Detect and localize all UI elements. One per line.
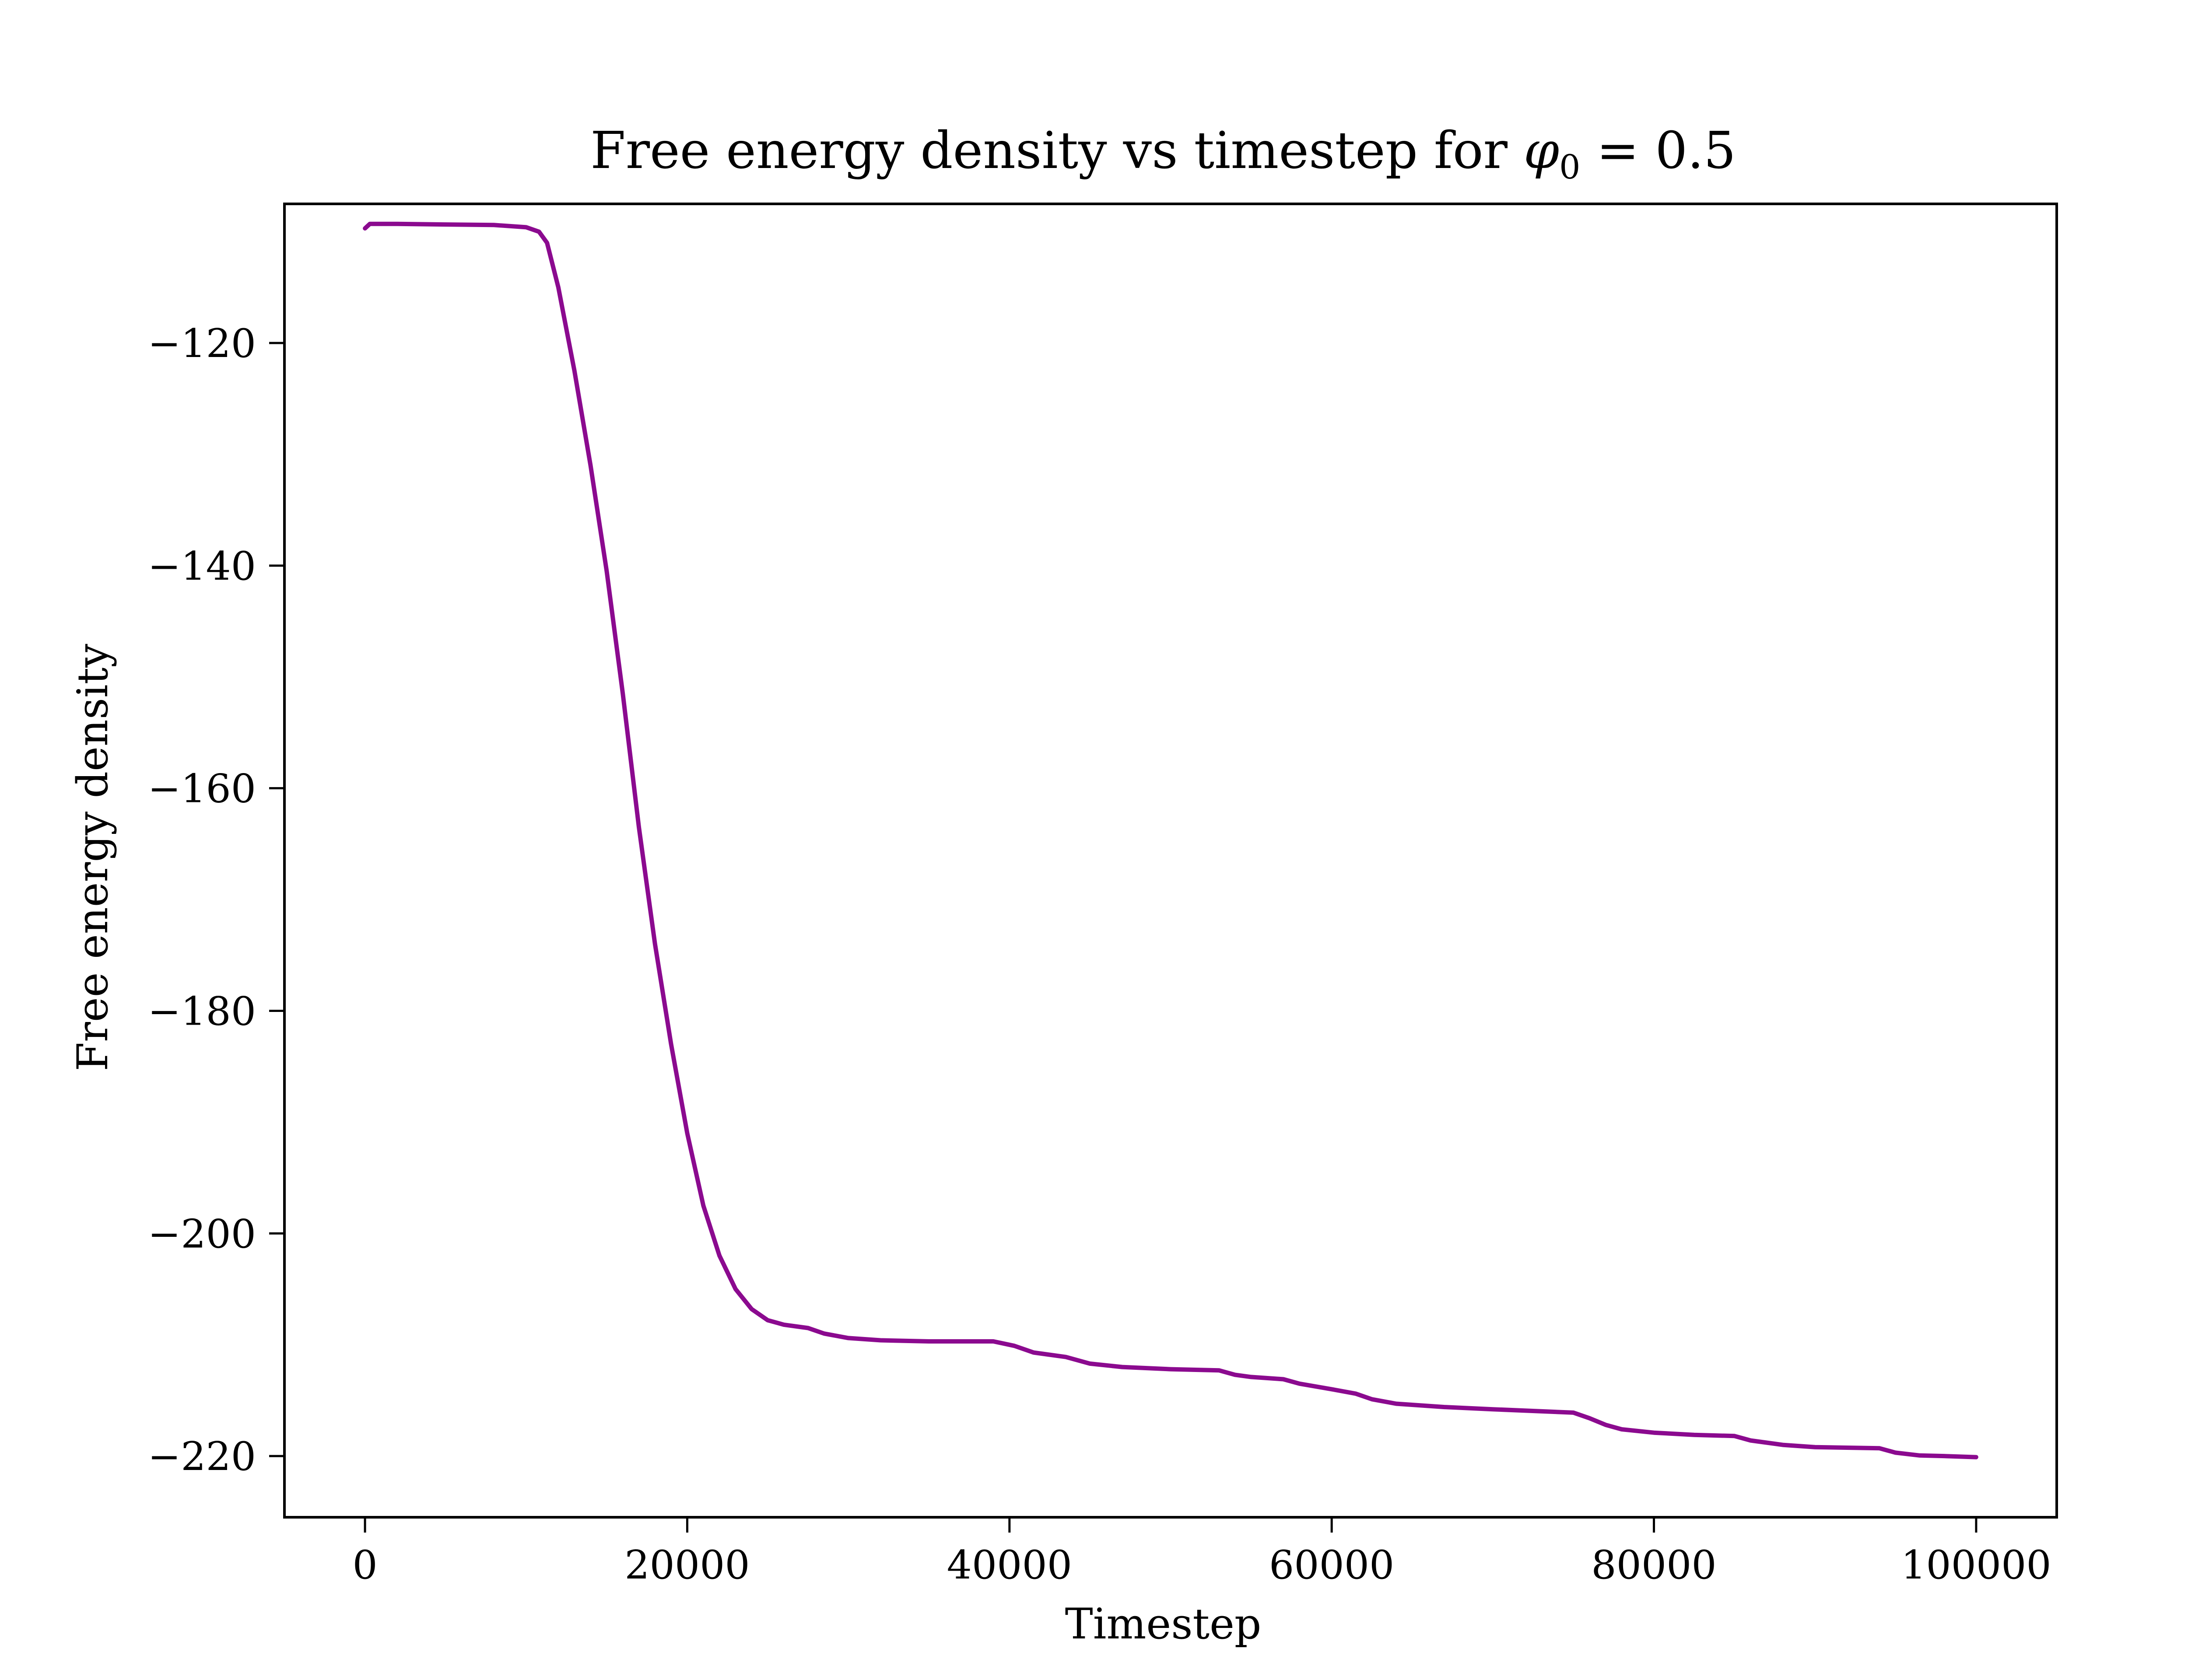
y-tick-label: −180 <box>148 988 256 1034</box>
title-prefix: Free energy density vs timestep for <box>590 121 1524 180</box>
x-axis-label: Timestep <box>1065 1600 1262 1648</box>
y-tick-label: −120 <box>148 321 256 367</box>
y-tick-label: −220 <box>148 1434 256 1480</box>
title-subscript: 0 <box>1559 147 1580 186</box>
plot-frame <box>283 203 2058 1519</box>
title-symbol: φ <box>1524 121 1559 180</box>
y-tick-label: −160 <box>148 766 256 812</box>
x-tick-label: 0 <box>352 1542 377 1588</box>
chart-title: Free energy density vs timestep for φ0 =… <box>590 121 1736 186</box>
x-tick-label: 40000 <box>947 1542 1072 1588</box>
title-suffix: = 0.5 <box>1580 121 1736 180</box>
plot-area <box>363 221 1978 1460</box>
x-tick-label: 60000 <box>1269 1542 1394 1588</box>
y-tick-label: −140 <box>148 543 256 589</box>
y-axis-label: Free energy density <box>68 644 117 1071</box>
x-axis-ticks: 0 20000 40000 60000 80000 100000 <box>352 1517 2051 1588</box>
x-tick-label: 80000 <box>1591 1542 1716 1588</box>
x-tick-label: 100000 <box>1901 1542 2051 1588</box>
y-axis-ticks: −120 −140 −160 −180 −200 −220 <box>148 321 284 1480</box>
y-tick-label: −200 <box>148 1211 256 1257</box>
series-line <box>363 221 1978 1460</box>
x-tick-label: 20000 <box>624 1542 750 1588</box>
